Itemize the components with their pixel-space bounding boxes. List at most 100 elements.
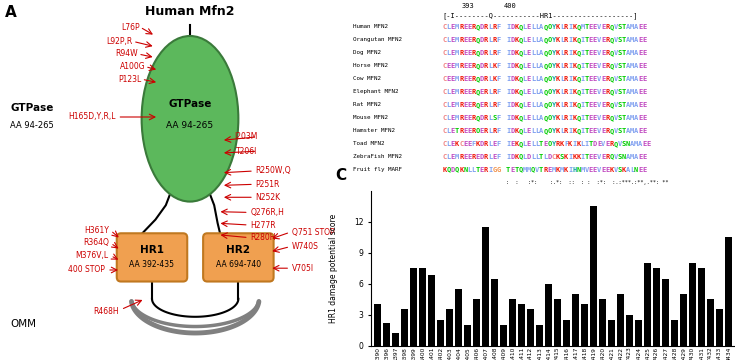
Text: L: L bbox=[488, 76, 492, 82]
Text: I: I bbox=[568, 115, 573, 121]
Text: L: L bbox=[531, 89, 535, 95]
Text: K: K bbox=[572, 89, 576, 95]
Text: E: E bbox=[467, 37, 472, 43]
Text: Q: Q bbox=[609, 24, 614, 30]
Text: Q: Q bbox=[576, 50, 581, 56]
Text: L: L bbox=[447, 115, 451, 121]
Text: Q: Q bbox=[518, 167, 523, 172]
Text: E: E bbox=[638, 128, 642, 134]
Text: L: L bbox=[467, 167, 472, 172]
Text: Horse MFN2: Horse MFN2 bbox=[353, 63, 388, 68]
Text: R: R bbox=[484, 141, 488, 147]
Text: L: L bbox=[531, 154, 535, 159]
Text: Q: Q bbox=[476, 24, 480, 30]
Text: C: C bbox=[442, 76, 447, 82]
Text: E: E bbox=[642, 89, 647, 95]
Text: E: E bbox=[463, 154, 467, 159]
Text: AA 694-740: AA 694-740 bbox=[216, 260, 261, 269]
Text: E: E bbox=[647, 141, 650, 147]
Text: E: E bbox=[601, 63, 606, 69]
Text: L: L bbox=[488, 102, 492, 108]
Text: L: L bbox=[531, 102, 535, 108]
Text: HR2: HR2 bbox=[226, 245, 251, 255]
Text: I: I bbox=[568, 154, 573, 159]
Text: C: C bbox=[442, 37, 447, 43]
Text: M: M bbox=[523, 167, 527, 172]
Text: 393: 393 bbox=[462, 3, 475, 9]
Text: E: E bbox=[492, 141, 496, 147]
Bar bbox=[537, 325, 543, 346]
Text: E: E bbox=[589, 167, 593, 172]
Text: Q: Q bbox=[614, 141, 617, 147]
Text: E: E bbox=[527, 115, 531, 121]
Text: V: V bbox=[597, 128, 601, 134]
Text: L: L bbox=[560, 102, 564, 108]
Text: K: K bbox=[514, 63, 519, 69]
Text: L: L bbox=[488, 115, 492, 121]
Text: L: L bbox=[531, 115, 535, 121]
Text: T: T bbox=[539, 167, 543, 172]
Bar bbox=[446, 310, 453, 346]
Text: K: K bbox=[572, 76, 576, 82]
Text: T: T bbox=[589, 141, 593, 147]
Text: E: E bbox=[638, 154, 642, 159]
Text: A: A bbox=[625, 115, 630, 121]
Text: D: D bbox=[510, 89, 514, 95]
Text: C: C bbox=[442, 115, 447, 121]
Text: Y: Y bbox=[551, 50, 556, 56]
Bar bbox=[609, 320, 615, 346]
Text: R: R bbox=[459, 115, 463, 121]
Text: M: M bbox=[581, 167, 584, 172]
Text: I: I bbox=[506, 37, 510, 43]
Bar bbox=[590, 206, 597, 346]
Text: Y: Y bbox=[551, 89, 556, 95]
Text: I: I bbox=[581, 63, 584, 69]
Text: E: E bbox=[467, 76, 472, 82]
Text: N: N bbox=[625, 141, 630, 147]
Text: E: E bbox=[467, 102, 472, 108]
Text: O: O bbox=[548, 102, 552, 108]
Text: V: V bbox=[597, 89, 601, 95]
Text: K: K bbox=[572, 115, 576, 121]
Text: L: L bbox=[523, 63, 527, 69]
Text: I: I bbox=[506, 89, 510, 95]
Bar bbox=[465, 325, 471, 346]
Text: E: E bbox=[527, 76, 531, 82]
Text: V: V bbox=[597, 50, 601, 56]
Text: R: R bbox=[605, 37, 609, 43]
Text: Elephant MFN2: Elephant MFN2 bbox=[353, 89, 398, 94]
Text: V: V bbox=[597, 76, 601, 82]
Text: R: R bbox=[605, 128, 609, 134]
Text: R: R bbox=[492, 89, 496, 95]
Text: D: D bbox=[527, 154, 531, 159]
Text: E: E bbox=[492, 154, 496, 159]
Text: L: L bbox=[488, 89, 492, 95]
Text: E: E bbox=[601, 37, 606, 43]
Text: A: A bbox=[625, 63, 630, 69]
Text: V: V bbox=[614, 128, 617, 134]
Text: Q: Q bbox=[609, 37, 614, 43]
Text: L: L bbox=[535, 89, 539, 95]
Text: R: R bbox=[472, 128, 476, 134]
Text: M: M bbox=[455, 102, 459, 108]
Text: E: E bbox=[601, 24, 606, 30]
Text: R: R bbox=[484, 76, 488, 82]
Text: L: L bbox=[560, 115, 564, 121]
Text: Y: Y bbox=[551, 63, 556, 69]
Text: E: E bbox=[638, 76, 642, 82]
Text: R: R bbox=[459, 24, 463, 30]
Text: Q: Q bbox=[609, 89, 614, 95]
Text: R: R bbox=[484, 63, 488, 69]
Text: E: E bbox=[589, 154, 593, 159]
Text: L: L bbox=[560, 37, 564, 43]
Text: E: E bbox=[593, 50, 597, 56]
Text: T206I: T206I bbox=[236, 147, 257, 156]
Text: R: R bbox=[492, 128, 496, 134]
Text: V: V bbox=[597, 154, 601, 159]
Bar bbox=[482, 227, 489, 346]
Text: T: T bbox=[584, 154, 589, 159]
Text: E: E bbox=[510, 167, 514, 172]
Text: R: R bbox=[605, 115, 609, 121]
Text: D: D bbox=[510, 37, 514, 43]
Text: I: I bbox=[581, 89, 584, 95]
